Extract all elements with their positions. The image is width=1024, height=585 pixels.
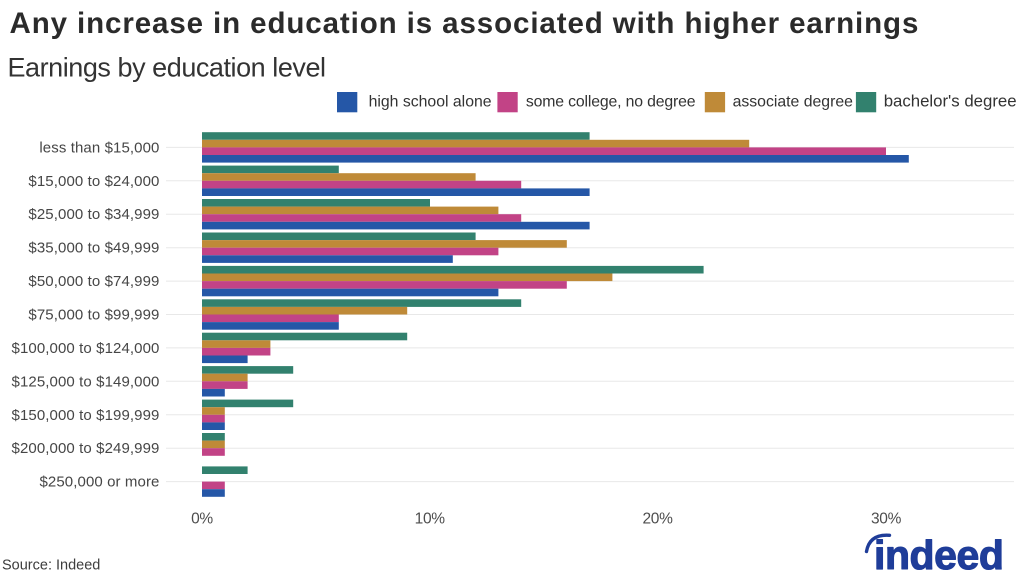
svg-text:$25,000 to $34,999: $25,000 to $34,999 — [28, 206, 159, 223]
svg-text:$200,000 to $249,999: $200,000 to $249,999 — [12, 440, 160, 457]
svg-text:$75,000 to $99,999: $75,000 to $99,999 — [28, 307, 159, 324]
svg-text:less than $15,000: less than $15,000 — [39, 139, 159, 156]
svg-text:10%: 10% — [415, 511, 446, 528]
svg-text:Earnings by education level: Earnings by education level — [8, 53, 326, 83]
svg-text:bachelor's degree: bachelor's degree — [884, 92, 1017, 111]
svg-text:$100,000 to $124,000: $100,000 to $124,000 — [12, 340, 160, 357]
svg-text:20%: 20% — [642, 511, 673, 528]
svg-text:$125,000 to $149,000: $125,000 to $149,000 — [12, 373, 160, 390]
svg-text:30%: 30% — [871, 511, 902, 528]
svg-text:high school alone: high school alone — [369, 94, 492, 111]
svg-text:associate degree: associate degree — [733, 94, 854, 111]
svg-text:$15,000 to $24,000: $15,000 to $24,000 — [28, 173, 159, 190]
svg-text:Any increase in education is a: Any increase in education is associated … — [10, 7, 920, 40]
svg-text:$150,000 to $199,999: $150,000 to $199,999 — [12, 407, 160, 424]
svg-text:$50,000 to $74,999: $50,000 to $74,999 — [28, 273, 159, 290]
svg-text:Source: Indeed: Source: Indeed — [2, 558, 100, 574]
svg-text:0%: 0% — [191, 511, 213, 528]
svg-text:$250,000 or more: $250,000 or more — [39, 474, 159, 491]
svg-text:$35,000 to $49,999: $35,000 to $49,999 — [28, 240, 159, 257]
svg-text:indeed: indeed — [874, 532, 1003, 578]
svg-text:some college, no degree: some college, no degree — [526, 94, 696, 111]
